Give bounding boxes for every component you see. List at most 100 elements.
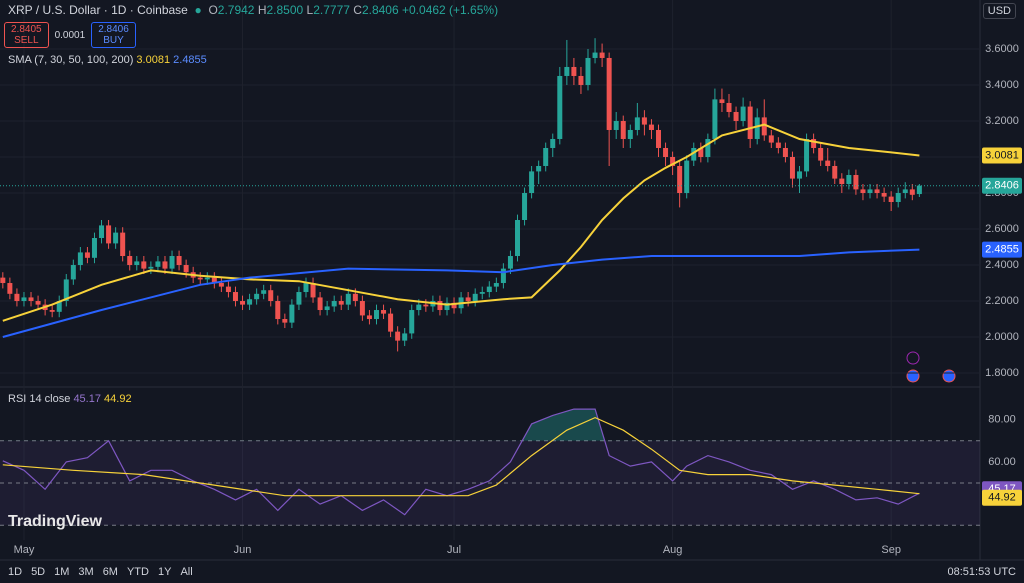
y-tick-label: 3.4000 xyxy=(985,79,1019,91)
candle-body xyxy=(909,189,915,195)
ohlc-value: 2.7777 xyxy=(313,3,350,17)
candle-body xyxy=(317,297,323,311)
range-button[interactable]: 6M xyxy=(102,566,118,578)
candle-body xyxy=(522,193,528,221)
currency[interactable]: USD xyxy=(982,3,1016,19)
price-label-box xyxy=(982,147,1022,164)
candle-body xyxy=(677,165,683,193)
range-button[interactable]: 1M xyxy=(54,566,70,578)
y-tick-label: 3.6000 xyxy=(985,43,1019,55)
candle-body xyxy=(261,290,267,294)
candle-body xyxy=(839,178,845,184)
candle-body xyxy=(916,185,922,195)
sma-legend: SMA (7, 30, 50, 100, 200) 3.0081 2.4855 xyxy=(8,54,207,66)
candle-body xyxy=(240,301,246,305)
candle-body xyxy=(183,265,189,273)
candle-body xyxy=(84,252,90,258)
candle-body xyxy=(881,193,887,197)
candle-body xyxy=(754,117,760,139)
candle-body xyxy=(585,57,591,85)
candle-body xyxy=(416,304,422,311)
candle-body xyxy=(557,75,563,139)
candle-body xyxy=(444,302,450,311)
candle-body xyxy=(479,292,485,294)
legend-value: 44.92 xyxy=(104,393,132,405)
y-tick-label: 3.2000 xyxy=(985,115,1019,127)
legend-title[interactable]: RSI 14 close xyxy=(8,393,71,405)
candle-body xyxy=(740,106,746,121)
candle-body xyxy=(423,304,429,307)
legend-value: 3.0081 xyxy=(136,54,171,66)
candle-body xyxy=(388,313,394,332)
candle-body xyxy=(867,189,873,193)
candle-body xyxy=(275,301,281,320)
candle-body xyxy=(373,310,379,320)
candle-body xyxy=(218,283,224,287)
sell-button[interactable]: 2.8405 SELL xyxy=(4,22,49,48)
overbought-fill xyxy=(522,409,605,441)
candle-body xyxy=(606,57,612,130)
spread: 0.0001 xyxy=(54,29,86,41)
ohlc-value: 2.8500 xyxy=(266,3,304,17)
price-label-box xyxy=(982,489,1022,506)
y-tick-label: 1.8000 xyxy=(985,367,1019,379)
candle-body xyxy=(656,129,662,148)
range-button[interactable]: 1D xyxy=(8,566,23,578)
buy-label: BUY xyxy=(103,35,124,46)
candle-body xyxy=(543,147,549,166)
candle-body xyxy=(592,52,598,58)
event-icon[interactable] xyxy=(906,369,920,383)
candle-body xyxy=(818,147,824,161)
candle-body xyxy=(825,160,831,166)
y-tick-label: 2.0000 xyxy=(985,331,1019,343)
sell-label: SELL xyxy=(14,35,39,46)
buy-button[interactable]: 2.8406 BUY xyxy=(91,22,136,48)
candle-body xyxy=(409,310,415,334)
candle-body xyxy=(648,124,654,130)
range-button[interactable]: 1Y xyxy=(157,566,172,578)
x-tick-label: Aug xyxy=(663,544,683,556)
candle-body xyxy=(564,66,570,76)
range-button[interactable]: All xyxy=(180,566,193,578)
candle-body xyxy=(211,277,217,284)
range-toolbar: 1D 5D 1M 3M 6M YTD 1Y All xyxy=(8,566,193,578)
y-tick-label: 2.2000 xyxy=(985,295,1019,307)
candle-body xyxy=(761,117,767,136)
candle-body xyxy=(14,293,20,302)
candle-body xyxy=(113,232,119,244)
price-label: 44.92 xyxy=(988,492,1016,504)
candle-body xyxy=(63,279,69,302)
candle-body xyxy=(310,283,316,298)
candle-body xyxy=(719,99,725,103)
candle-body xyxy=(663,147,669,157)
range-button[interactable]: 3M xyxy=(78,566,94,578)
candle-body xyxy=(127,256,133,266)
ohlc-label: C xyxy=(353,3,362,17)
clock: 08:51:53 UTC xyxy=(947,566,1016,578)
symbol[interactable]: XRP / U.S. Dollar · 1D · Coinbase xyxy=(8,3,188,17)
event-icon[interactable] xyxy=(942,369,956,383)
candle-body xyxy=(141,261,147,269)
candle-body xyxy=(627,129,633,139)
candle-body xyxy=(860,189,866,193)
candle-body xyxy=(895,193,901,203)
range-button[interactable]: YTD xyxy=(126,566,149,578)
candle-body xyxy=(634,117,640,130)
candle-body xyxy=(49,310,55,312)
price-label: 3.0081 xyxy=(985,149,1019,161)
legend-title[interactable]: SMA (7, 30, 50, 100, 200) xyxy=(8,54,134,66)
candle-body xyxy=(641,117,647,125)
candle-body xyxy=(303,283,309,293)
candle-body xyxy=(902,189,908,193)
range-button[interactable]: 5D xyxy=(31,566,46,578)
y-tick-label: 60.00 xyxy=(988,456,1016,468)
event-icon[interactable] xyxy=(906,351,920,365)
candle-body xyxy=(296,292,302,305)
x-tick-label: Sep xyxy=(881,544,901,556)
candle-body xyxy=(225,286,231,293)
candle-body xyxy=(268,290,274,302)
ohlc-label: O xyxy=(208,3,218,17)
buy-price: 2.8406 xyxy=(98,24,129,35)
